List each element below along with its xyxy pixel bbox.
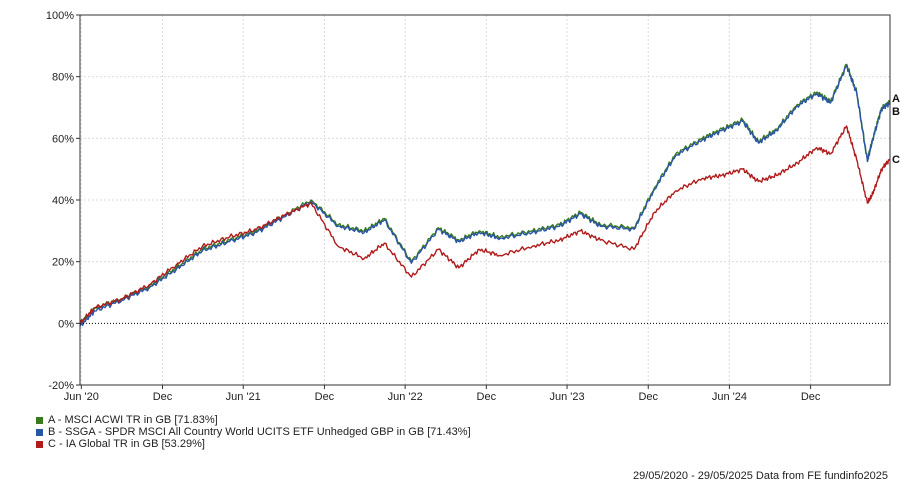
y-tick-label: 100% <box>46 10 74 22</box>
footer-source: Data from FE fundinfo2025 <box>755 470 888 482</box>
y-tick-label: 80% <box>52 72 74 84</box>
y-tick-label: -20% <box>48 380 74 392</box>
y-tick-label: 60% <box>52 133 74 145</box>
x-tick-label: Jun '20 <box>64 391 99 403</box>
x-tick-label: Dec <box>315 391 335 403</box>
x-tick-label: Dec <box>801 391 821 403</box>
x-tick-label: Jun '21 <box>226 391 261 403</box>
y-axis-ticks: 100% 80% 60% 40% 20% 0% -20% <box>46 10 80 392</box>
chart-footer: 29/05/2020 - 29/05/2025 Data from FE fun… <box>633 470 888 482</box>
legend-label-b: B - SSGA - SPDR MSCI All Country World U… <box>48 426 471 438</box>
performance-chart: 100% 80% 60% 40% 20% 0% -20% Jun '20 Dec Jun '21… <box>46 10 900 403</box>
x-tick-label: Jun '24 <box>712 391 747 403</box>
series-end-labels: AB C <box>892 93 900 166</box>
end-label-a: A <box>892 93 900 105</box>
series-lines <box>79 63 891 327</box>
y-tick-label: 0% <box>58 318 74 330</box>
legend-label-c: C - IA Global TR in GB [53.29%] <box>48 438 205 450</box>
series-line-b <box>79 65 891 327</box>
x-tick-label: Dec <box>638 391 658 403</box>
x-axis-ticks: Jun '20 Dec Jun '21 Dec Jun '22 Dec Jun '23 Dec… <box>64 385 821 403</box>
x-tick-label: Dec <box>153 391 173 403</box>
x-tick-label: Jun '22 <box>388 391 423 403</box>
end-label-c: C <box>892 154 900 166</box>
legend-swatch-a <box>36 416 43 424</box>
y-tick-label: 40% <box>52 195 74 207</box>
x-tick-label: Dec <box>477 391 497 403</box>
y-tick-label: 20% <box>52 257 74 269</box>
legend: A - MSCI ACWI TR in GB [71.83%] B - SSGA… <box>36 414 471 450</box>
legend-item-b: B - SSGA - SPDR MSCI All Country World U… <box>36 426 471 438</box>
legend-item-c: C - IA Global TR in GB [53.29%] <box>36 438 471 450</box>
legend-swatch-c <box>36 440 43 448</box>
series-line-c <box>79 125 891 324</box>
plot-border <box>79 14 891 386</box>
footer-date-range: 29/05/2020 - 29/05/2025 <box>632 470 753 482</box>
legend-item-a: A - MSCI ACWI TR in GB [71.83%] <box>36 414 471 426</box>
legend-label-a: A - MSCI ACWI TR in GB [71.83%] <box>48 414 218 426</box>
end-label-b: B <box>892 106 900 118</box>
x-tick-label: Jun '23 <box>549 391 584 403</box>
legend-swatch-b <box>36 428 43 436</box>
